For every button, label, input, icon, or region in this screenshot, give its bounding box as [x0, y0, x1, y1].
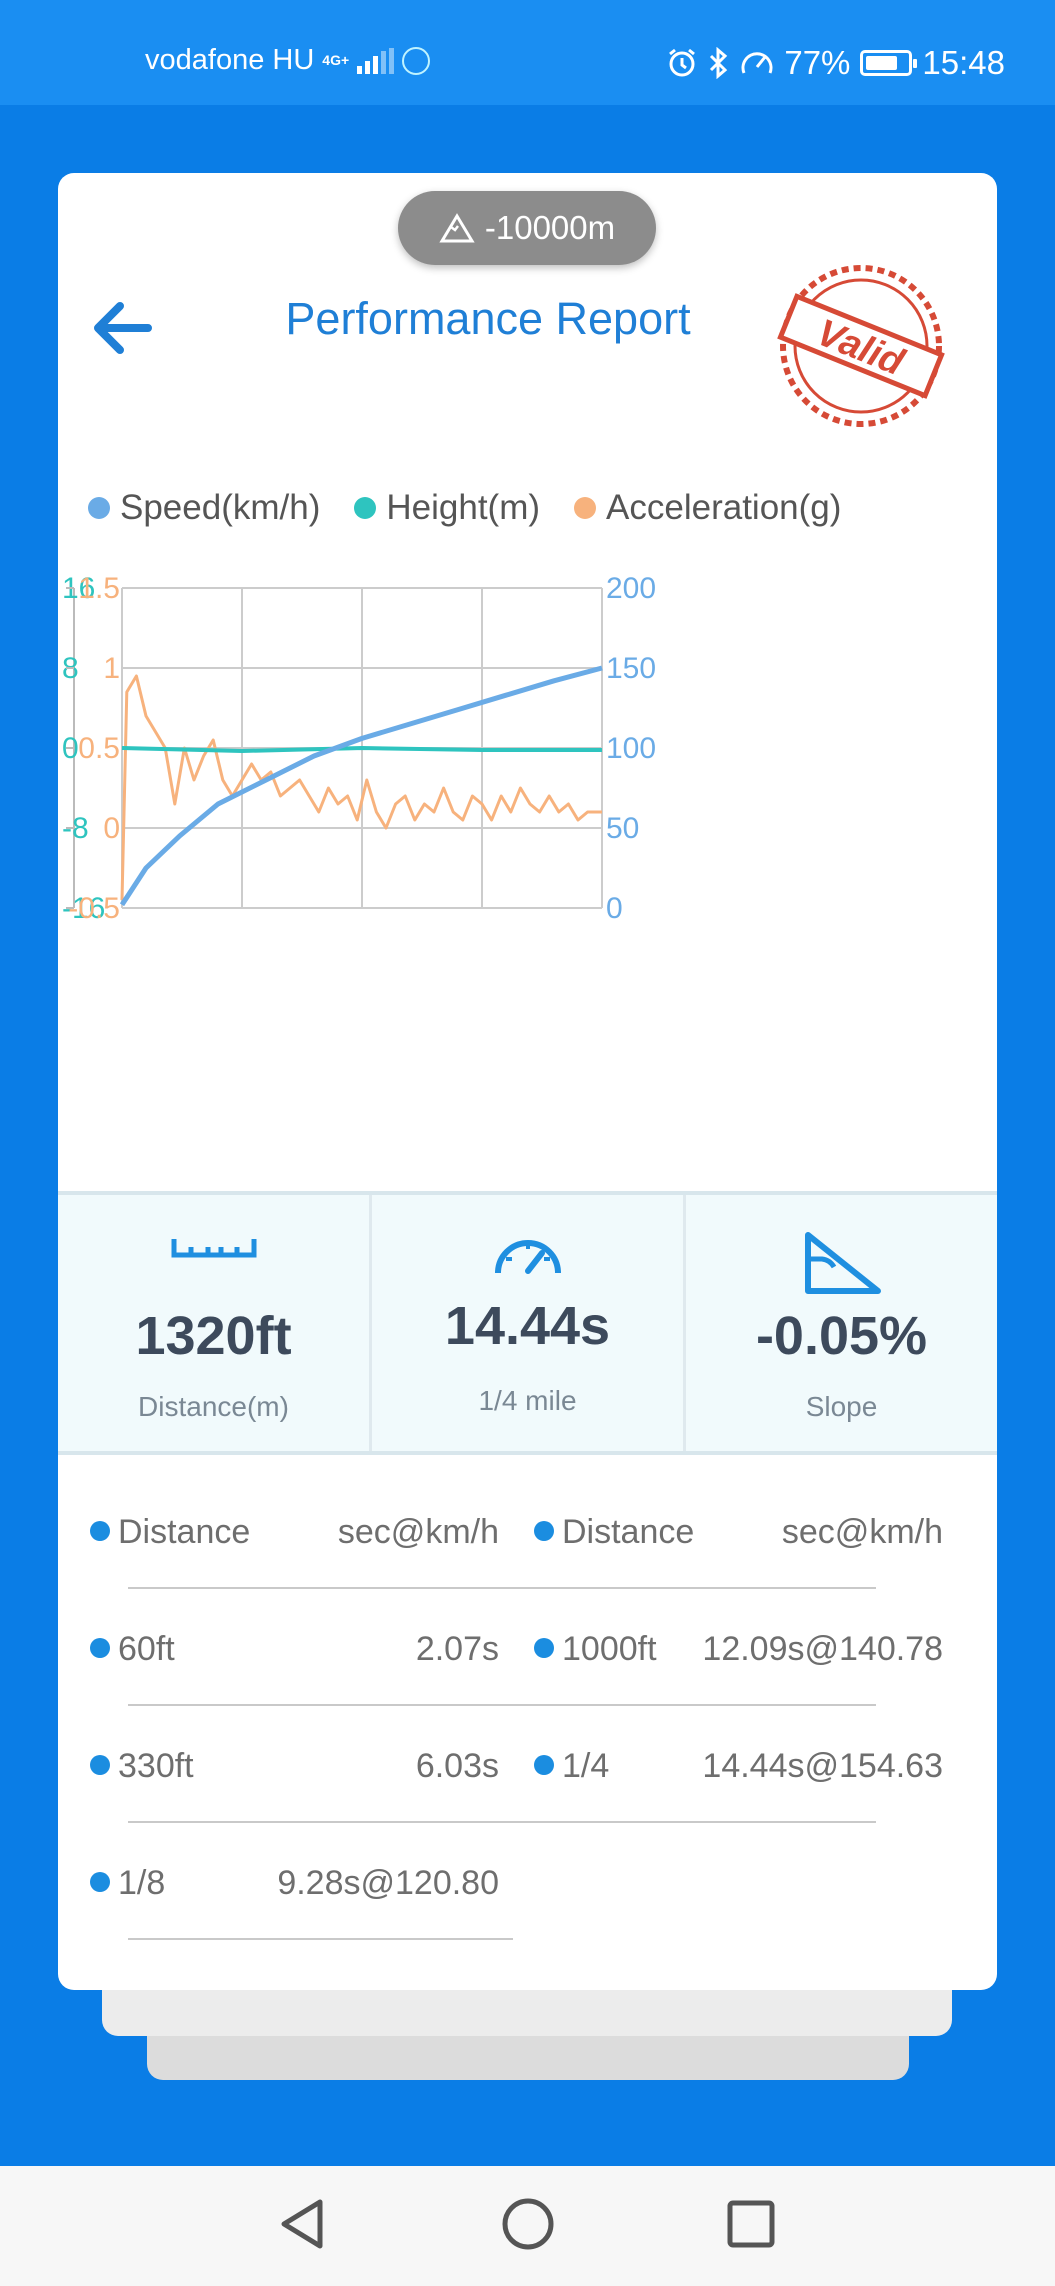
slope-icon — [804, 1232, 881, 1294]
speedometer-icon — [494, 1240, 561, 1274]
legend-item-acceleration: Acceleration(g) — [574, 488, 841, 528]
network-type: 4G+ — [322, 52, 350, 68]
header-distance-right: Distance — [534, 1513, 694, 1552]
bullet-icon — [90, 1521, 110, 1542]
speed-axis-tick: 150 — [606, 652, 656, 685]
alarm-icon — [669, 48, 696, 77]
acceleration-axis-tick: -0.5 — [68, 892, 120, 925]
split-distance-label: 60ft — [118, 1630, 175, 1668]
back-arrow-icon[interactable] — [78, 283, 168, 373]
divider — [128, 1821, 876, 1823]
divider — [128, 1587, 876, 1589]
legend-label-speed: Speed(km/h) — [120, 488, 321, 527]
legend-dot-height — [354, 497, 377, 519]
acceleration-axis-tick: 1.5 — [78, 572, 120, 605]
performance-mode-icon — [741, 52, 773, 74]
divider — [128, 1704, 876, 1706]
split-distance-label: 1/8 — [118, 1864, 166, 1902]
stat-distance-value: 1320ft — [135, 1306, 292, 1366]
acceleration-line — [120, 674, 602, 901]
nav-recents-icon[interactable] — [726, 2196, 776, 2252]
nav-back-icon[interactable] — [276, 2196, 326, 2252]
table-row: 330ft 6.03s 1/4 14.44s@154.63 — [58, 1747, 997, 1807]
status-bar: vodafone HU 4G+ 77% 15:48 — [0, 0, 1055, 105]
stat-distance: 1320ft Distance(m) — [58, 1195, 372, 1451]
bullet-icon — [90, 1872, 110, 1893]
legend-label-height: Height(m) — [386, 488, 541, 527]
stat-slope-label: Slope — [805, 1391, 878, 1422]
bullet-icon — [534, 1638, 554, 1659]
bullet-icon — [90, 1638, 110, 1659]
acceleration-axis-tick: 0 — [103, 812, 120, 845]
speed-axis-tick: 100 — [606, 732, 656, 765]
table-header-row: Distance sec@km/h Distance sec@km/h — [58, 1513, 997, 1573]
stat-quarter-mile: 14.44s 1/4 mile — [372, 1195, 686, 1451]
split-time: 2.07s — [415, 1630, 499, 1668]
legend-item-speed: Speed(km/h) — [88, 488, 320, 528]
nav-home-icon[interactable] — [500, 2196, 556, 2252]
bullet-icon — [90, 1755, 110, 1776]
split-distance-label: 330ft — [118, 1747, 194, 1785]
legend-label-acceleration: Acceleration(g) — [606, 488, 842, 527]
split-distance: 1/4 — [534, 1747, 609, 1786]
height-line — [121, 746, 602, 753]
speed-axis-tick: 0 — [606, 892, 623, 925]
signal-icon — [357, 47, 395, 74]
header-distance-right-label: Distance — [562, 1513, 695, 1551]
stat-distance-label: Distance(m) — [138, 1391, 289, 1422]
split-distance-label: 1000ft — [562, 1630, 657, 1668]
split-distance: 1000ft — [534, 1630, 657, 1669]
header-time-right: sec@km/h — [781, 1513, 943, 1551]
ruler-icon — [171, 1239, 256, 1258]
bullet-icon — [534, 1755, 554, 1776]
carrier-label: vodafone HU — [145, 44, 315, 76]
table-row: 60ft 2.07s 1000ft 12.09s@140.78 — [58, 1630, 997, 1690]
clock: 15:48 — [922, 44, 1005, 81]
stat-slope: -0.05% Slope — [686, 1195, 997, 1451]
report-card: -10000m Performance Report Valid Speed(k… — [58, 173, 997, 1990]
stat-quarter-mile-label: 1/4 mile — [478, 1385, 577, 1416]
legend-item-height: Height(m) — [354, 488, 540, 528]
split-distance: 1/8 — [90, 1864, 165, 1903]
acceleration-axis-tick: 0.5 — [78, 732, 120, 765]
acceleration-axis-tick: 1 — [103, 652, 120, 685]
page-title: Performance Report — [285, 293, 691, 344]
split-distance-label: 1/4 — [562, 1747, 610, 1785]
legend-dot-speed — [88, 497, 110, 519]
battery-icon — [860, 50, 918, 76]
stats-panel: 1320ft Distance(m) 14.44s 1/4 mile -0.05… — [58, 1191, 997, 1455]
status-left: vodafone HU 4G+ — [145, 44, 431, 77]
legend-dot-acceleration — [574, 497, 597, 519]
speed-axis-tick: 200 — [606, 572, 656, 605]
speed-line — [119, 665, 603, 907]
split-distance: 330ft — [90, 1747, 194, 1786]
system-nav-bar — [0, 2166, 1055, 2286]
app-status-icon — [402, 46, 431, 75]
speed-axis-tick: 50 — [606, 812, 639, 845]
altitude-pill[interactable]: -10000m — [398, 191, 656, 265]
divider — [128, 1938, 513, 1940]
header-time-left: sec@km/h — [337, 1513, 499, 1551]
bullet-icon — [534, 1521, 554, 1542]
bluetooth-icon — [710, 47, 728, 79]
split-time: 12.09s@140.78 — [702, 1630, 943, 1668]
header-distance-left-label: Distance — [118, 1513, 251, 1551]
valid-stamp: Valid — [777, 265, 945, 427]
stat-quarter-mile-value: 14.44s — [444, 1296, 611, 1356]
stat-slope-value: -0.05% — [755, 1306, 928, 1366]
table-row: 1/8 9.28s@120.80 — [58, 1864, 997, 1924]
header-distance-left: Distance — [90, 1513, 250, 1552]
split-time: 6.03s — [415, 1747, 499, 1785]
split-distance: 60ft — [90, 1630, 175, 1669]
status-right: 77% 15:48 — [666, 44, 1005, 82]
altitude-value: -10000m — [484, 209, 616, 246]
mountain-icon — [439, 213, 475, 243]
split-time: 9.28s@120.80 — [277, 1864, 499, 1902]
split-time: 14.44s@154.63 — [702, 1747, 943, 1785]
battery-percent: 77% — [784, 44, 851, 81]
chart-legend: Speed(km/h) Height(m) Acceleration(g) — [88, 488, 841, 528]
